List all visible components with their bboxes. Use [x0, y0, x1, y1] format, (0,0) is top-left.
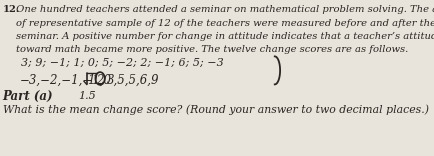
Text: 3,5,5,6,9: 3,5,5,6,9 — [107, 74, 159, 87]
Text: 3; 9; −1; 1; 0; 5; −2; 2; −1; 6; 5; −3: 3; 9; −1; 1; 0; 5; −2; 2; −1; 6; 5; −3 — [21, 58, 224, 68]
Text: 1: 1 — [88, 74, 95, 87]
Text: 12.: 12. — [3, 5, 20, 14]
Text: Part (a): Part (a) — [3, 90, 53, 103]
Text: 1.5: 1.5 — [78, 91, 96, 101]
Text: toward math became more positive. The twelve change scores are as follows.: toward math became more positive. The tw… — [16, 45, 408, 54]
Text: seminar. A positive number for change in attitude indicates that a teacher’s att: seminar. A positive number for change in… — [16, 32, 434, 41]
Text: 2: 2 — [96, 74, 104, 87]
Text: What is the mean change score? (Round your answer to two decimal places.): What is the mean change score? (Round yo… — [3, 104, 429, 115]
Text: of representative sample of 12 of the teachers were measured before and after th: of representative sample of 12 of the te… — [16, 19, 434, 28]
Text: One hundred teachers attended a seminar on mathematical problem solving. The att: One hundred teachers attended a seminar … — [13, 5, 434, 14]
Text: −3,−2,−1,−1,0: −3,−2,−1,−1,0 — [20, 74, 112, 87]
